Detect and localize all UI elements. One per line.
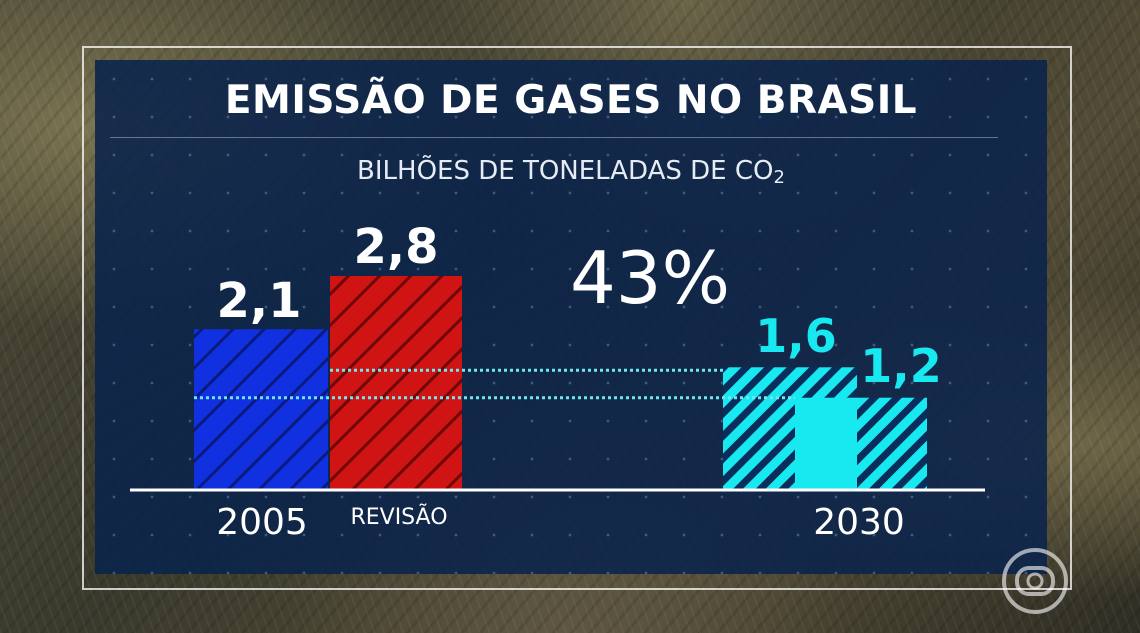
title-divider xyxy=(110,137,998,138)
chart-subtitle: BILHÕES DE TONELADAS DE CO2 xyxy=(95,156,1047,188)
x-tick-label: REVISÃO xyxy=(350,503,447,530)
x-tick-label: 2030 xyxy=(813,502,905,543)
subtitle-text: BILHÕES DE TONELADAS DE CO xyxy=(357,156,774,186)
bar-revisao xyxy=(330,276,462,489)
chart-title: EMISSÃO DE GASES NO BRASIL xyxy=(224,78,918,123)
bar-2030-1-2 xyxy=(857,397,927,489)
value-label: 2,8 xyxy=(353,219,438,275)
value-label: 1,2 xyxy=(860,339,942,393)
subtitle-subscript: 2 xyxy=(773,167,785,188)
value-label: 1,6 xyxy=(755,309,837,363)
bar-2005 xyxy=(194,329,328,489)
value-label: 2,1 xyxy=(216,273,301,329)
reduction-percent-label: 43% xyxy=(569,236,731,320)
bar-2030-overlap xyxy=(795,397,857,489)
broadcaster-logo-icon xyxy=(1002,548,1068,614)
x-tick-label: 2005 xyxy=(216,502,308,543)
outer-frame xyxy=(82,46,1072,590)
